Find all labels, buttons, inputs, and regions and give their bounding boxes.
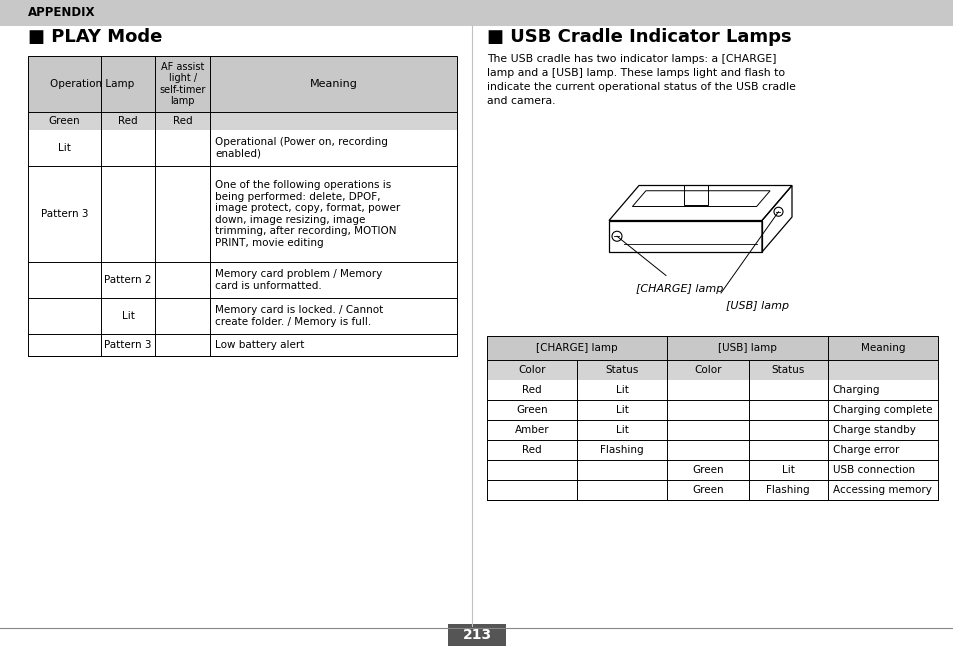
Text: Lit: Lit: [122, 311, 134, 321]
Bar: [28, 56, 456, 112]
Text: Flashing: Flashing: [599, 445, 643, 455]
Text: Low battery alert: Low battery alert: [214, 340, 304, 350]
Text: Green: Green: [516, 405, 547, 415]
Text: USB connection: USB connection: [832, 465, 914, 475]
Text: Color: Color: [694, 365, 721, 375]
Text: The USB cradle has two indicator lamps: a [CHARGE]
lamp and a [USB] lamp. These : The USB cradle has two indicator lamps: …: [486, 54, 795, 106]
Bar: [486, 336, 937, 500]
Text: Memory card problem / Memory
card is unformatted.: Memory card problem / Memory card is unf…: [214, 269, 382, 291]
Text: Red: Red: [521, 385, 541, 395]
Text: Charging complete: Charging complete: [832, 405, 931, 415]
Text: Lit: Lit: [616, 425, 628, 435]
Text: Operational (Power on, recording
enabled): Operational (Power on, recording enabled…: [214, 137, 387, 159]
Text: ■ PLAY Mode: ■ PLAY Mode: [28, 28, 162, 46]
Text: Lit: Lit: [781, 465, 794, 475]
Text: Memory card is locked. / Cannot
create folder. / Memory is full.: Memory card is locked. / Cannot create f…: [214, 305, 383, 327]
Text: Amber: Amber: [515, 425, 549, 435]
Text: Pattern 3: Pattern 3: [104, 340, 152, 350]
Text: Lit: Lit: [58, 143, 71, 153]
Text: Red: Red: [521, 445, 541, 455]
Text: Charging: Charging: [832, 385, 879, 395]
Text: Accessing memory: Accessing memory: [832, 485, 930, 495]
Text: 213: 213: [462, 628, 491, 642]
Text: Meaning: Meaning: [309, 79, 357, 89]
Text: [USB] lamp: [USB] lamp: [718, 343, 776, 353]
Text: Green: Green: [692, 465, 723, 475]
Text: Green: Green: [49, 116, 80, 126]
Text: [CHARGE] lamp: [CHARGE] lamp: [636, 284, 722, 293]
Text: One of the following operations is
being performed: delete, DPOF,
image protect,: One of the following operations is being…: [214, 180, 399, 248]
Bar: [28, 56, 456, 356]
Text: Meaning: Meaning: [860, 343, 904, 353]
Text: ■ USB Cradle Indicator Lamps: ■ USB Cradle Indicator Lamps: [486, 28, 791, 46]
Text: Charge standby: Charge standby: [832, 425, 915, 435]
Bar: [486, 360, 937, 380]
Text: AF assist
light /
self-timer
lamp: AF assist light / self-timer lamp: [159, 61, 206, 107]
Text: Color: Color: [517, 365, 545, 375]
Text: [USB] lamp: [USB] lamp: [725, 301, 788, 311]
Text: Lit: Lit: [616, 405, 628, 415]
Text: Operation Lamp: Operation Lamp: [50, 79, 133, 89]
Text: [CHARGE] lamp: [CHARGE] lamp: [536, 343, 618, 353]
Bar: [28, 112, 456, 130]
Text: Status: Status: [605, 365, 639, 375]
Text: Pattern 3: Pattern 3: [41, 209, 88, 219]
Text: Status: Status: [771, 365, 804, 375]
Text: Red: Red: [172, 116, 193, 126]
Text: Green: Green: [692, 485, 723, 495]
Bar: [486, 336, 937, 360]
Text: Red: Red: [118, 116, 138, 126]
Bar: [448, 624, 505, 646]
Bar: [0, 0, 953, 26]
Text: Pattern 2: Pattern 2: [104, 275, 152, 285]
Text: Flashing: Flashing: [765, 485, 809, 495]
Text: APPENDIX: APPENDIX: [28, 6, 95, 19]
Text: Lit: Lit: [616, 385, 628, 395]
Text: Charge error: Charge error: [832, 445, 898, 455]
